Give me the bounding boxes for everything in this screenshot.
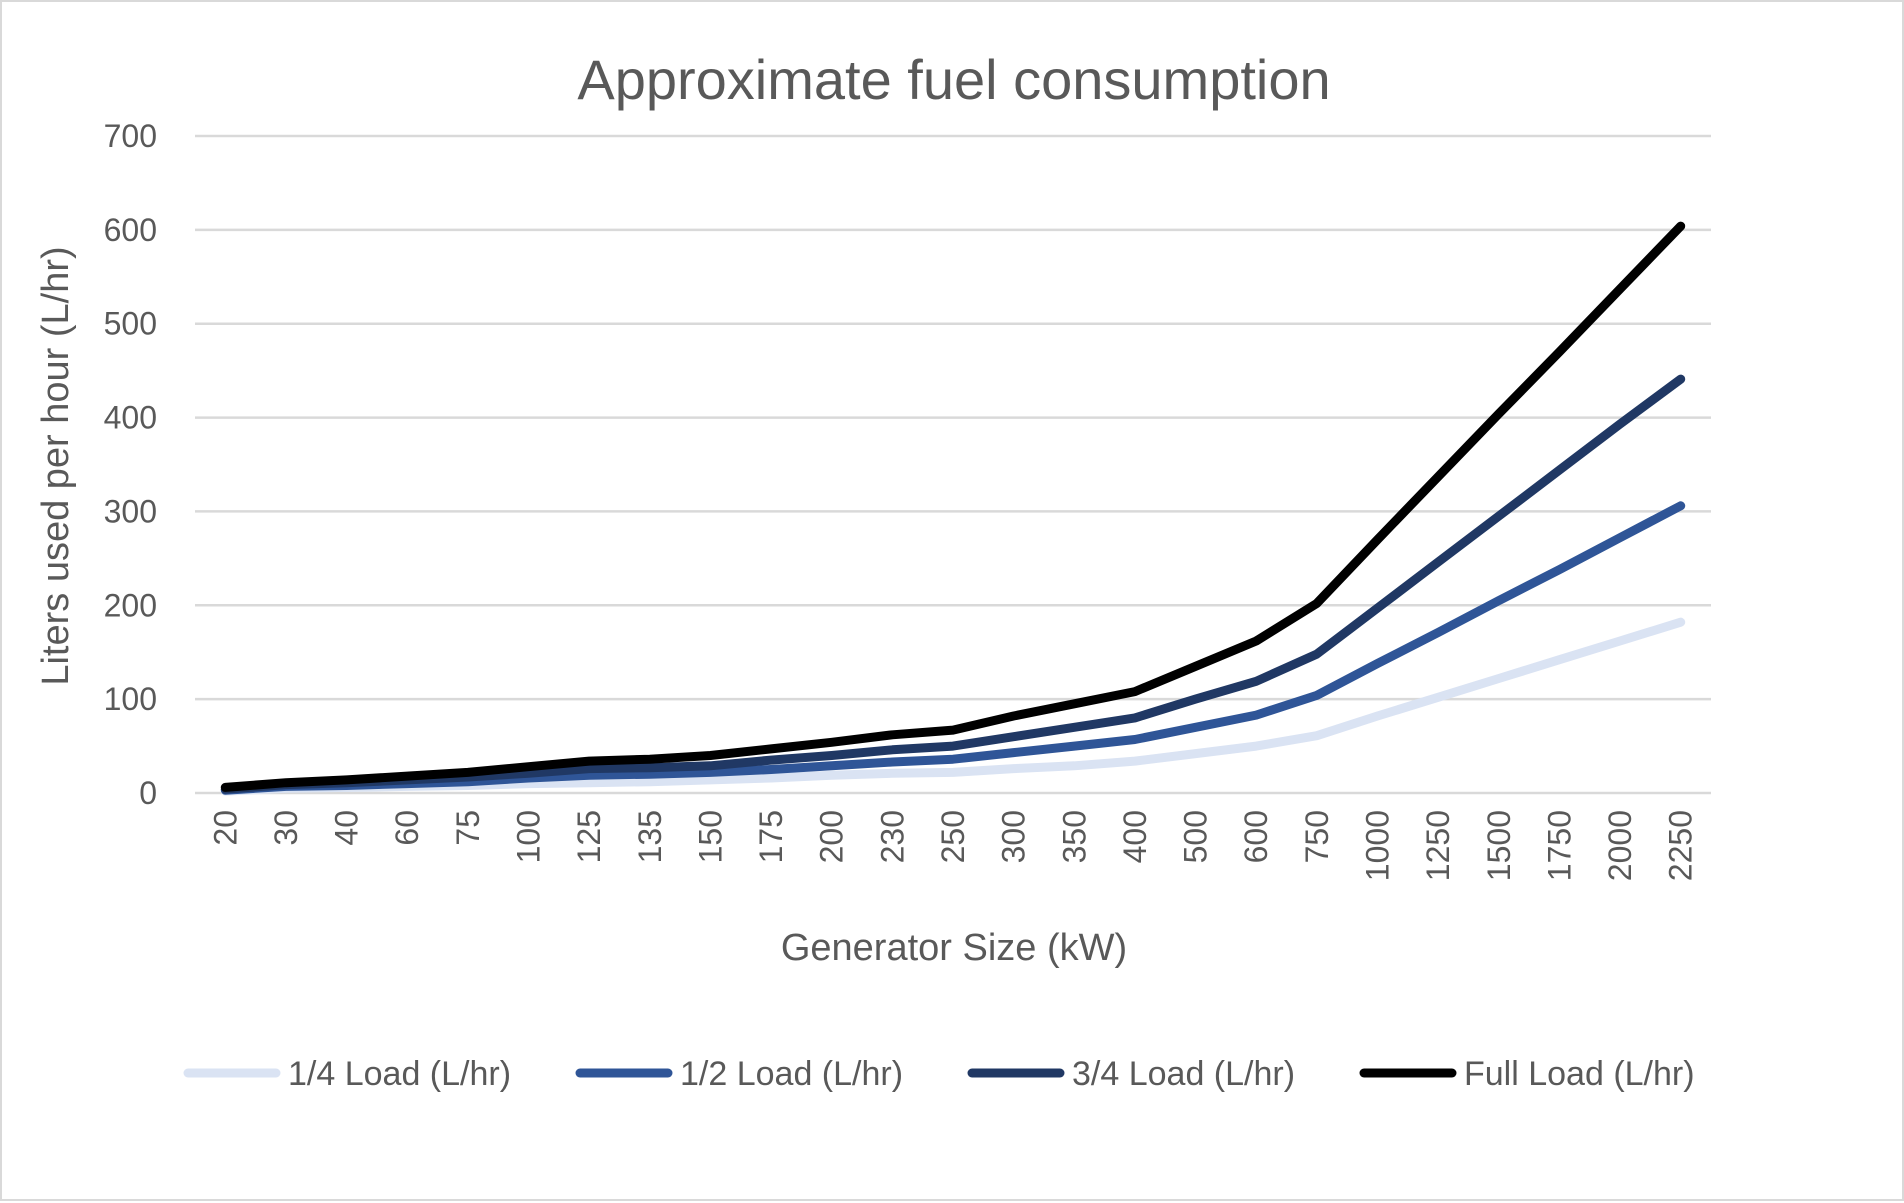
x-tick-label: 175 <box>753 810 789 863</box>
x-tick-label: 230 <box>874 810 910 863</box>
x-tick-label: 60 <box>389 810 425 846</box>
x-tick-label: 1250 <box>1420 810 1456 881</box>
x-axis-ticks: 20 30 40 60 75 100 125 135 150 175 200 230 250 300 350… <box>207 810 1698 881</box>
x-tick-label: 2250 <box>1663 810 1699 881</box>
x-tick-label: 200 <box>814 810 850 863</box>
y-tick-label: 0 <box>139 775 157 811</box>
series-line-1 <box>220 617 1686 796</box>
x-tick-label: 1500 <box>1481 810 1517 881</box>
x-tick-label: 40 <box>329 810 365 846</box>
x-tick-label: 2000 <box>1602 810 1638 881</box>
legend-label-4: Full Load (L/hr) <box>1464 1055 1695 1093</box>
series-line-3 <box>220 374 1686 794</box>
y-tick-label: 500 <box>104 306 157 342</box>
series-line-2 <box>220 501 1686 795</box>
gridlines <box>195 134 1711 795</box>
x-tick-label: 125 <box>571 810 607 863</box>
legend-label-1: 1/4 Load (L/hr) <box>288 1055 511 1093</box>
x-tick-label: 400 <box>1117 810 1153 863</box>
y-tick-label: 700 <box>104 118 157 154</box>
y-axis-title: Liters used per hour (L/hr) <box>35 246 77 685</box>
series-line-4 <box>220 221 1686 792</box>
x-tick-label: 1000 <box>1359 810 1395 881</box>
x-tick-label: 100 <box>511 810 547 863</box>
y-tick-label: 100 <box>104 681 157 717</box>
x-tick-label: 300 <box>996 810 1032 863</box>
x-tick-label: 350 <box>1056 810 1092 863</box>
x-tick-label: 30 <box>268 810 304 846</box>
legend-label-3: 3/4 Load (L/hr) <box>1072 1055 1295 1093</box>
legend: 1/4 Load (L/hr) 1/2 Load (L/hr) 3/4 Load (… <box>183 1055 1695 1093</box>
x-tick-label: 750 <box>1299 810 1335 863</box>
x-tick-label: 1750 <box>1541 810 1577 881</box>
legend-label-2: 1/2 Load (L/hr) <box>680 1055 903 1093</box>
x-tick-label: 75 <box>450 810 486 846</box>
x-tick-label: 20 <box>207 810 243 846</box>
y-tick-label: 200 <box>104 587 157 623</box>
x-tick-label: 135 <box>632 810 668 863</box>
x-tick-label: 250 <box>935 810 971 863</box>
chart-title: Approximate fuel consumption <box>577 48 1330 111</box>
y-axis-ticks: 0 100 200 300 400 500 600 700 <box>104 118 157 811</box>
x-axis-title: Generator Size (kW) <box>781 927 1127 969</box>
x-tick-label: 600 <box>1238 810 1274 863</box>
x-tick-label: 500 <box>1178 810 1214 863</box>
y-tick-label: 300 <box>104 493 157 529</box>
series-lines <box>220 221 1686 796</box>
x-tick-label: 150 <box>692 810 728 863</box>
y-tick-label: 400 <box>104 400 157 436</box>
y-tick-label: 600 <box>104 212 157 248</box>
